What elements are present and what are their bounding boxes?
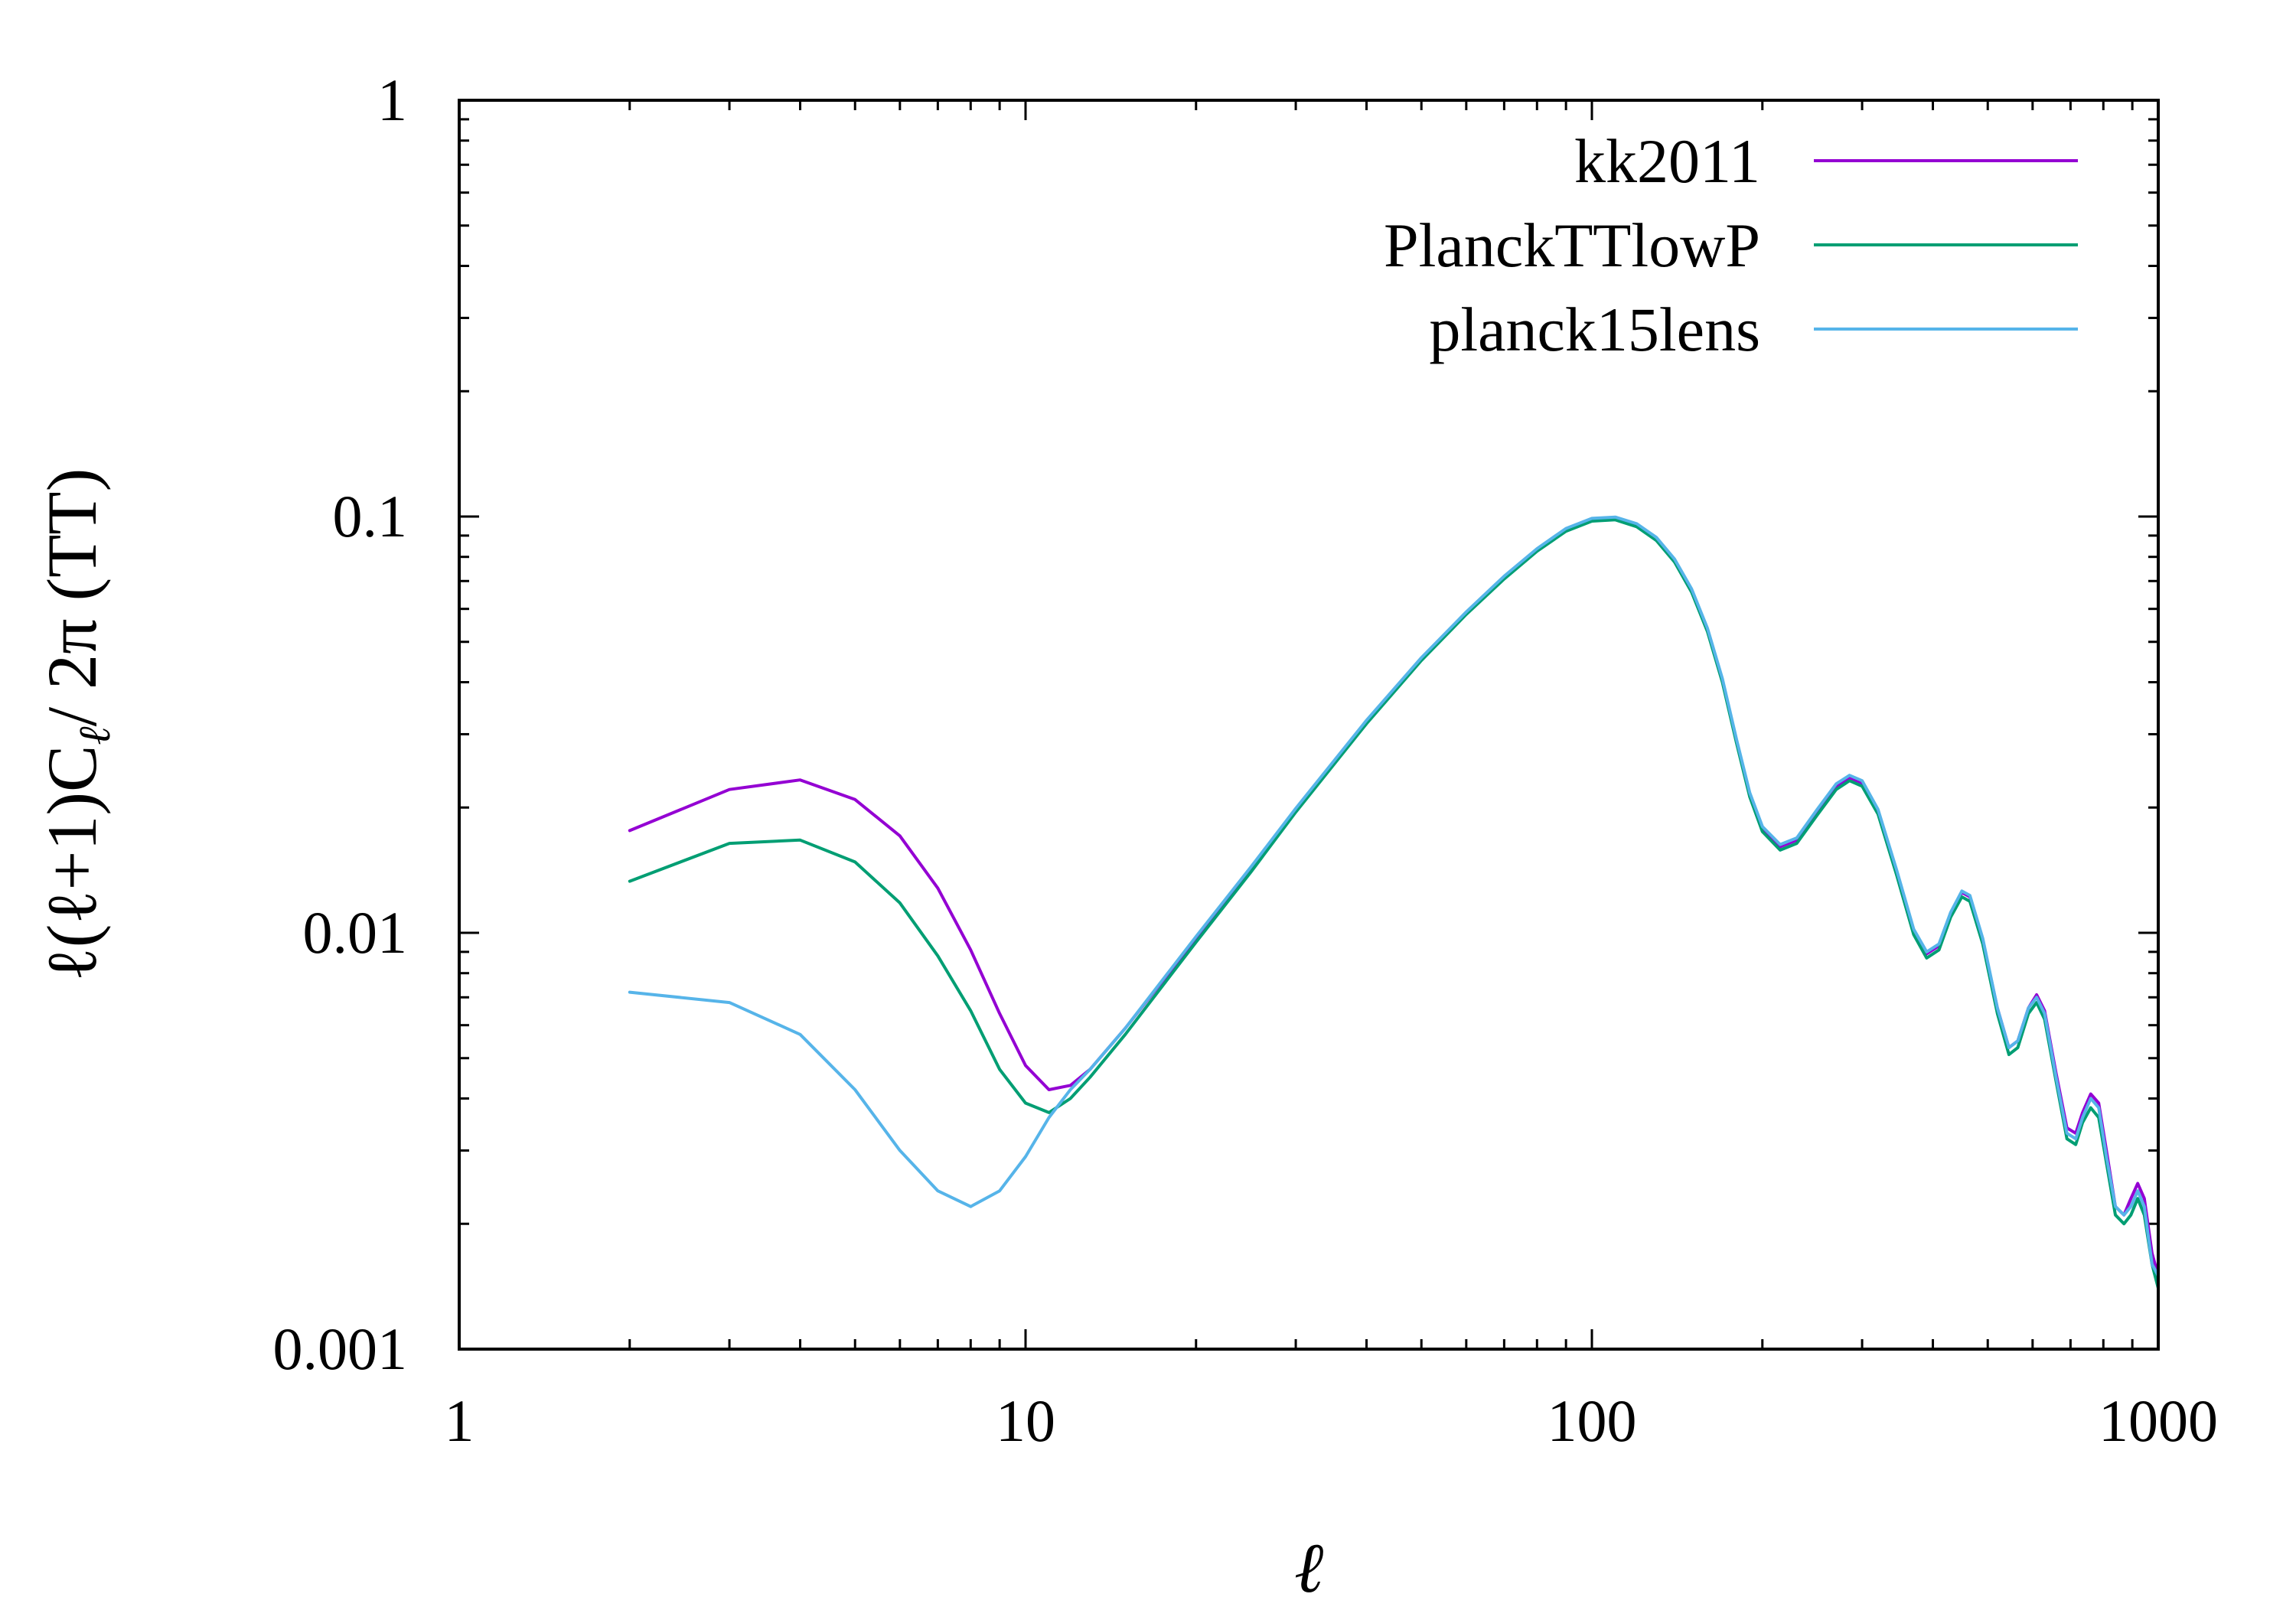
y-axis-label-subscript: ℓ — [70, 726, 119, 745]
legend-label: PlanckTTlowP — [1384, 210, 1760, 280]
y-tick-label: 1 — [377, 67, 407, 133]
y-tick-label: 0.1 — [333, 483, 408, 549]
x-axis-label: ℓ — [1294, 1529, 1323, 1607]
x-tick-label: 100 — [1548, 1387, 1637, 1454]
series-line-PlanckTTlowP — [628, 518, 2160, 1290]
tick-labels: 1 10 100 1000 0.001 0.01 0.1 1 — [273, 67, 2219, 1454]
series-line-planck15lens — [628, 515, 2160, 1278]
y-tick-label: 0.001 — [273, 1315, 408, 1382]
x-tick-label: 1 — [445, 1387, 475, 1454]
y-axis-label: ℓ(ℓ+1)Cℓ/ 2π (TT) — [33, 468, 119, 982]
series-lines — [628, 515, 2160, 1290]
axis-ticks — [458, 100, 2160, 1351]
plot-frame — [458, 99, 2160, 1351]
legend-label: planck15lens — [1429, 295, 1760, 364]
y-tick-label: 0.01 — [303, 899, 408, 966]
x-tick-label: 10 — [996, 1387, 1055, 1454]
x-tick-label: 1000 — [2099, 1387, 2218, 1454]
legend-label: kk2011 — [1574, 126, 1760, 196]
y-axis-label-main: ℓ(ℓ+1)C — [33, 745, 111, 982]
legend: kk2011 PlanckTTlowP planck15lens — [1384, 126, 2078, 364]
y-axis-label-tail: / 2π (TT) — [33, 468, 111, 727]
